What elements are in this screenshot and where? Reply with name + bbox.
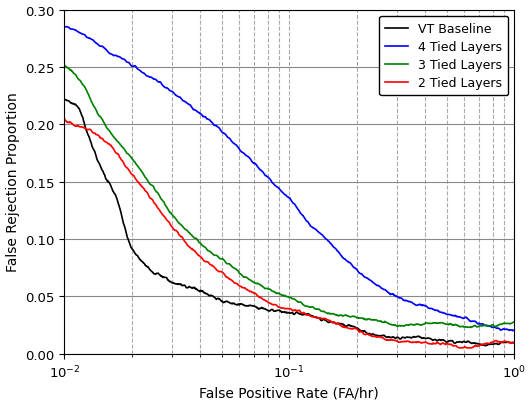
2 Tied Layers	[334, 322, 340, 326]
4 Tied Layers	[449, 313, 455, 318]
VT Baseline	[402, 335, 409, 340]
Line: 3 Tied Layers: 3 Tied Layers	[64, 66, 514, 328]
VT Baseline	[322, 318, 329, 323]
3 Tied Layers	[61, 63, 68, 68]
3 Tied Layers	[334, 313, 340, 318]
2 Tied Layers	[61, 117, 68, 122]
VT Baseline	[89, 144, 95, 149]
Line: 2 Tied Layers: 2 Tied Layers	[64, 119, 514, 348]
VT Baseline	[482, 343, 488, 348]
2 Tied Layers	[348, 326, 354, 331]
3 Tied Layers	[468, 325, 474, 330]
4 Tied Layers	[335, 249, 341, 254]
3 Tied Layers	[348, 315, 354, 320]
4 Tied Layers	[403, 298, 410, 303]
3 Tied Layers	[511, 320, 518, 324]
2 Tied Layers	[322, 317, 329, 322]
4 Tied Layers	[510, 328, 516, 333]
VT Baseline	[334, 321, 340, 326]
2 Tied Layers	[448, 342, 455, 347]
4 Tied Layers	[348, 262, 355, 267]
4 Tied Layers	[89, 38, 96, 43]
4 Tied Layers	[63, 25, 70, 30]
2 Tied Layers	[511, 341, 518, 346]
Legend: VT Baseline, 4 Tied Layers, 3 Tied Layers, 2 Tied Layers: VT Baseline, 4 Tied Layers, 3 Tied Layer…	[379, 17, 508, 96]
4 Tied Layers	[511, 328, 518, 333]
3 Tied Layers	[448, 322, 455, 327]
Line: 4 Tied Layers: 4 Tied Layers	[64, 28, 514, 331]
VT Baseline	[448, 338, 455, 343]
3 Tied Layers	[322, 310, 329, 315]
2 Tied Layers	[402, 339, 409, 344]
2 Tied Layers	[89, 130, 95, 135]
VT Baseline	[511, 340, 518, 345]
X-axis label: False Positive Rate (FA/hr): False Positive Rate (FA/hr)	[200, 386, 379, 399]
2 Tied Layers	[456, 345, 462, 350]
Y-axis label: False Rejection Proportion: False Rejection Proportion	[5, 92, 20, 272]
3 Tied Layers	[89, 100, 95, 105]
VT Baseline	[348, 324, 354, 329]
4 Tied Layers	[323, 237, 329, 242]
3 Tied Layers	[402, 323, 409, 328]
4 Tied Layers	[61, 26, 68, 30]
VT Baseline	[61, 98, 68, 102]
Line: VT Baseline: VT Baseline	[64, 100, 514, 346]
